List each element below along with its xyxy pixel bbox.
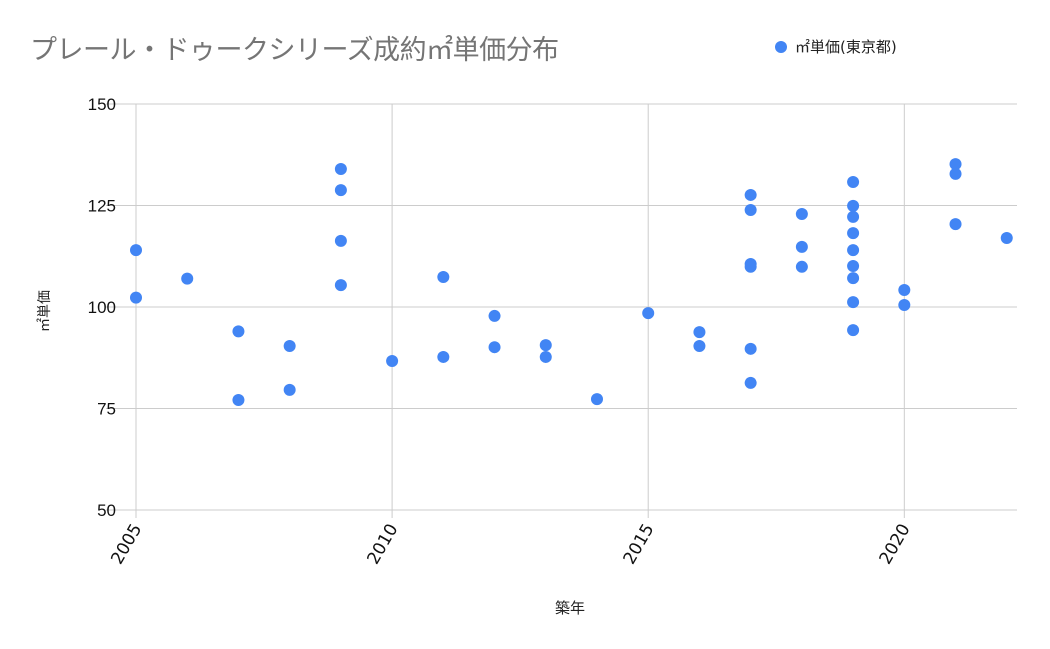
data-point bbox=[488, 309, 501, 322]
data-point bbox=[130, 291, 142, 304]
data-point bbox=[181, 272, 194, 285]
data-points bbox=[130, 158, 1013, 406]
x-tick-label: 2015 bbox=[620, 521, 659, 568]
chart-title: プレール・ドゥークシリーズ成約㎡単価分布 bbox=[30, 35, 559, 66]
x-tick-label: 2010 bbox=[363, 521, 402, 568]
data-point bbox=[744, 260, 757, 273]
data-point bbox=[847, 324, 860, 337]
data-point bbox=[847, 199, 860, 212]
data-point bbox=[847, 259, 860, 272]
data-point bbox=[539, 350, 552, 363]
data-point bbox=[283, 339, 296, 352]
data-point bbox=[437, 350, 450, 363]
data-point bbox=[744, 188, 757, 201]
data-point bbox=[744, 376, 757, 389]
gridlines bbox=[106, 103, 1017, 518]
data-point bbox=[847, 210, 860, 223]
data-point bbox=[437, 270, 450, 283]
data-point bbox=[744, 342, 757, 355]
y-tick-label: 150 bbox=[88, 95, 116, 114]
data-point bbox=[539, 339, 552, 352]
data-point bbox=[693, 326, 706, 339]
data-point bbox=[130, 244, 142, 257]
data-point bbox=[590, 393, 603, 406]
legend: ㎡単価(東京都) bbox=[775, 36, 897, 57]
data-point bbox=[334, 234, 347, 247]
data-point bbox=[334, 279, 347, 292]
x-tick-label: 2020 bbox=[876, 521, 915, 568]
x-axis-ticks: 2005 2010 2015 2020 bbox=[107, 521, 914, 568]
data-point bbox=[795, 240, 808, 253]
x-axis-label: 築年 bbox=[555, 599, 586, 617]
data-point bbox=[334, 184, 347, 197]
data-point bbox=[386, 354, 399, 367]
data-point bbox=[1000, 231, 1013, 244]
data-point bbox=[847, 227, 860, 240]
data-point bbox=[642, 307, 655, 320]
data-point bbox=[949, 218, 962, 231]
data-point bbox=[949, 158, 962, 171]
data-point bbox=[744, 203, 757, 216]
data-point bbox=[847, 296, 860, 309]
data-point bbox=[949, 167, 962, 180]
y-tick-label: 50 bbox=[97, 501, 116, 520]
legend-label: ㎡単価(東京都) bbox=[795, 38, 897, 56]
y-axis-ticks: 50 75 100 125 150 bbox=[88, 95, 116, 520]
data-point bbox=[232, 393, 245, 406]
data-point bbox=[847, 175, 860, 188]
data-point bbox=[795, 208, 808, 221]
y-tick-label: 100 bbox=[88, 298, 116, 317]
data-point bbox=[693, 339, 706, 352]
x-tick-label: 2005 bbox=[107, 521, 146, 568]
data-point bbox=[232, 325, 245, 338]
data-point bbox=[795, 260, 808, 273]
data-point bbox=[847, 244, 860, 257]
data-point bbox=[898, 283, 911, 296]
y-tick-label: 125 bbox=[88, 197, 116, 216]
y-tick-label: 75 bbox=[97, 400, 116, 419]
data-point bbox=[847, 272, 860, 285]
data-point bbox=[898, 298, 911, 311]
data-point bbox=[334, 162, 347, 175]
legend-marker-icon bbox=[775, 40, 787, 53]
data-point bbox=[488, 341, 501, 354]
data-point bbox=[283, 383, 296, 396]
